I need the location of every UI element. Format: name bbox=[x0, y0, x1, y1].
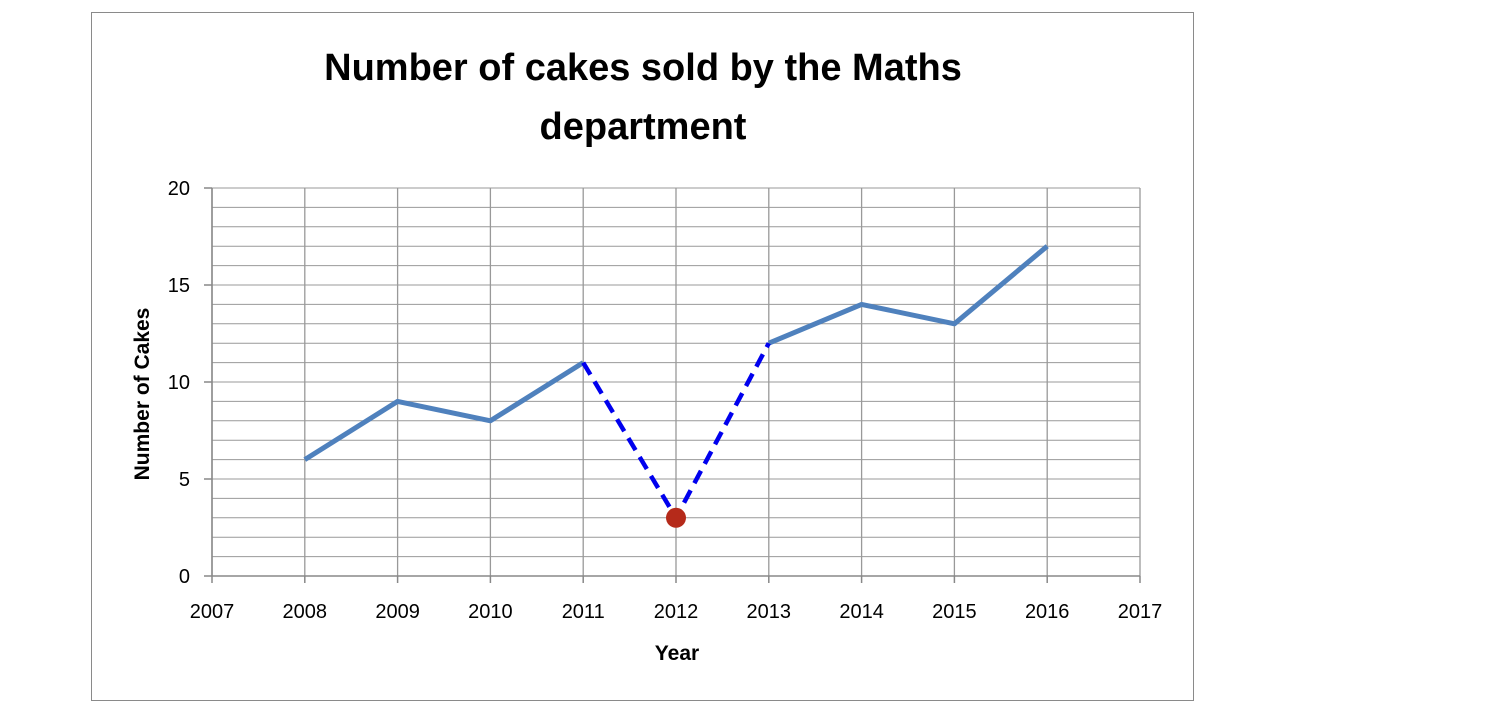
x-tick-label: 2010 bbox=[468, 601, 513, 623]
x-tick-label: 2013 bbox=[747, 601, 792, 623]
y-tick-label: 0 bbox=[179, 566, 190, 588]
series-line-2 bbox=[767, 244, 1049, 346]
y-tick-label: 20 bbox=[168, 178, 190, 200]
x-tick-label: 2016 bbox=[1025, 601, 1070, 623]
x-tick-label: 2014 bbox=[839, 601, 884, 623]
grid bbox=[211, 187, 1141, 577]
series bbox=[303, 244, 1049, 528]
chart-title-line-1: Number of cakes sold by the Maths bbox=[324, 47, 962, 89]
x-tick-label: 2015 bbox=[932, 601, 977, 623]
x-tick-label: 2007 bbox=[190, 601, 235, 623]
y-tick-label: 15 bbox=[168, 275, 190, 297]
x-tick-label: 2009 bbox=[375, 601, 420, 623]
series-line-1 bbox=[303, 360, 585, 462]
x-tick-label: 2012 bbox=[654, 601, 699, 623]
x-tick-label: 2017 bbox=[1118, 601, 1163, 623]
tick-labels: 0 5 10 15 20 2007 2008 2009 2010 2011 2012 2013 2014… bbox=[168, 178, 1163, 623]
x-axis-label: Year bbox=[655, 642, 699, 665]
x-tick-label: 2008 bbox=[283, 601, 328, 623]
y-tick-label: 5 bbox=[179, 469, 190, 491]
chart-frame: 0 5 10 15 20 2007 2008 2009 2010 2011 2012 2013 2014… bbox=[91, 12, 1194, 701]
line-chart: 0 5 10 15 20 2007 2008 2009 2010 2011 2012 2013 2014… bbox=[131, 47, 1163, 665]
axes bbox=[204, 187, 1141, 583]
x-tick-label: 2011 bbox=[562, 601, 605, 623]
y-axis-label: Number of Cakes bbox=[131, 308, 154, 481]
chart-title-line-2: department bbox=[540, 106, 747, 148]
highlight-point bbox=[666, 507, 686, 528]
y-tick-label: 10 bbox=[168, 372, 190, 394]
